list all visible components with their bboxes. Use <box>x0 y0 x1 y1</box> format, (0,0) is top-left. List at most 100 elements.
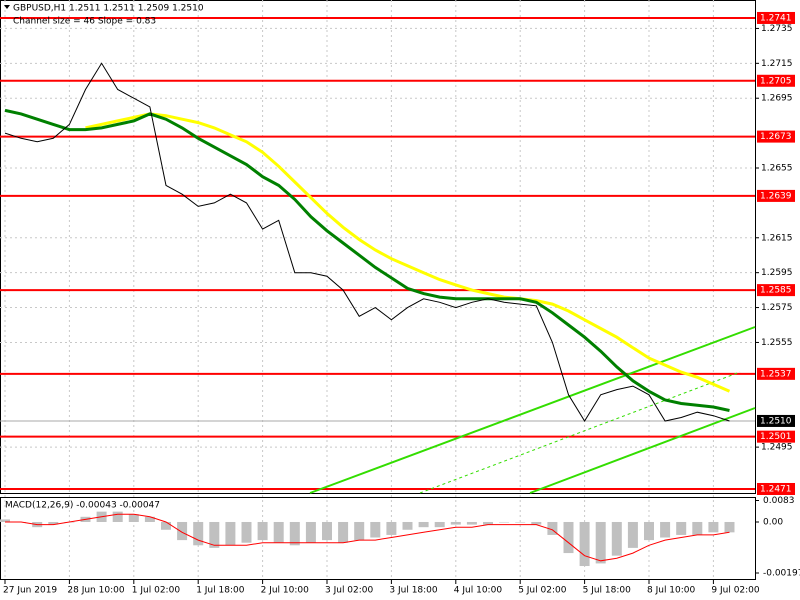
macd-tick-label: 0.0083 <box>763 496 795 506</box>
level-label: 1.2705 <box>760 76 792 86</box>
channel-upper <box>309 326 756 494</box>
macd-bar <box>305 521 316 543</box>
current-price-label: 1.2510 <box>760 416 792 426</box>
macd-bar <box>209 521 220 548</box>
level-label: 1.2639 <box>760 191 792 201</box>
macd-bar <box>0 519 10 522</box>
macd-bar <box>370 521 381 538</box>
macd-bar <box>563 521 574 554</box>
level-label: 1.2537 <box>760 369 792 379</box>
macd-bar <box>579 521 590 567</box>
x-tick-label: 5 Jul 02:00 <box>518 586 567 596</box>
macd-bar <box>450 521 461 525</box>
macd-bar <box>112 511 123 522</box>
macd-bar <box>273 521 284 543</box>
level-label-box <box>757 11 795 24</box>
x-tick-label: 5 Jul 18:00 <box>583 586 632 596</box>
menu-arrow <box>4 5 10 9</box>
plot-layer <box>0 62 735 567</box>
macd-bar <box>515 521 526 523</box>
level-label: 1.2471 <box>760 484 792 494</box>
macd-bar <box>128 514 139 522</box>
level-label: 1.2741 <box>760 13 792 23</box>
channel-lower <box>529 407 756 494</box>
x-tick-label: 1 Jul 02:00 <box>132 586 181 596</box>
macd-bar <box>289 521 300 546</box>
macd-bar <box>386 521 397 535</box>
level-label: 1.2501 <box>760 432 792 442</box>
label-layer: 1.2735 1.2715 1.2695 1.2655 1.2615 1.2595 1.25… <box>3 11 800 596</box>
y-tick-label: 1.2715 <box>761 59 793 69</box>
x-tick-label: 4 Jul 10:00 <box>454 586 503 596</box>
ma-fast <box>4 108 730 412</box>
x-tick-label: 8 Jul 10:00 <box>647 586 696 596</box>
y-tick-label: 1.2575 <box>761 303 793 313</box>
macd-bar <box>644 521 654 541</box>
macd-bar <box>144 516 155 522</box>
main-frame <box>0 0 756 494</box>
macd-bar <box>676 521 687 535</box>
macd-bar <box>354 521 365 541</box>
current-price-box <box>757 414 795 427</box>
macd-bar <box>338 521 349 543</box>
ma-slow <box>85 112 731 393</box>
macd-bar <box>692 521 703 535</box>
y-tick-label: 1.2595 <box>761 268 793 278</box>
macd-signal <box>5 513 730 562</box>
level-label-box <box>757 189 795 202</box>
macd-bar <box>499 521 510 523</box>
macd-bar <box>595 521 606 564</box>
level-label-box <box>757 74 795 87</box>
x-tick-label: 27 Jun 2019 <box>3 586 57 596</box>
macd-bar <box>48 521 59 525</box>
x-tick-label: 9 Jul 02:00 <box>711 586 760 596</box>
y-tick-label: 1.2615 <box>761 233 793 243</box>
y-tick-label: 1.2655 <box>761 163 793 173</box>
x-tick-label: 2 Jul 10:00 <box>261 586 310 596</box>
macd-bar <box>547 521 558 535</box>
macd-bar <box>724 521 735 533</box>
macd-frame <box>0 497 756 580</box>
macd-bar <box>322 521 332 541</box>
y-tick-label: 1.2695 <box>761 94 793 104</box>
macd-bar <box>193 521 204 546</box>
x-tick-label: 28 Jun 10:00 <box>67 586 124 596</box>
y-tick-label: 1.2555 <box>761 338 793 348</box>
macd-bar <box>531 521 542 525</box>
x-tick-label: 3 Jul 02:00 <box>325 586 374 596</box>
macd-tick-label: -0.00197 <box>763 569 800 579</box>
level-label: 1.2585 <box>760 286 792 296</box>
macd-bar <box>225 521 236 546</box>
level-label-box <box>757 367 795 380</box>
level-label: 1.2673 <box>760 132 792 142</box>
level-label-box <box>757 130 795 143</box>
macd-bar <box>660 521 671 538</box>
macd-bar <box>257 521 268 541</box>
macd-bar <box>466 521 477 525</box>
macd-bar <box>161 521 171 530</box>
macd-bar <box>418 521 429 528</box>
level-label-box <box>757 482 795 495</box>
macd-bar <box>434 521 445 528</box>
macd-bar <box>402 521 413 530</box>
x-tick-label: 1 Jul 18:00 <box>196 586 245 596</box>
macd-bar <box>611 521 622 556</box>
level-label-box <box>757 284 795 297</box>
macd-tick-label: 0.00 <box>763 517 783 527</box>
chart-title: GBPUSD,H1 1.2511 1.2511 1.2509 1.2510 <box>13 4 204 14</box>
chart-subtitle: Channel size = 46 Slope = 0.83 <box>13 17 156 27</box>
macd-label: MACD(12,26,9) -0.00043 -0.00047 <box>5 501 160 511</box>
level-layer <box>0 16 755 490</box>
macd-bar <box>241 521 252 543</box>
channel <box>309 326 756 494</box>
macd-bar <box>483 521 493 525</box>
y-tick-label: 1.2735 <box>761 24 793 34</box>
macd-bar <box>708 521 719 533</box>
y-tick-label: 1.2495 <box>761 443 793 453</box>
level-label-box <box>757 430 795 443</box>
x-tick-label: 3 Jul 18:00 <box>389 586 438 596</box>
price-line <box>4 62 730 422</box>
macd-bar <box>627 521 638 548</box>
macd-bar <box>177 521 188 541</box>
